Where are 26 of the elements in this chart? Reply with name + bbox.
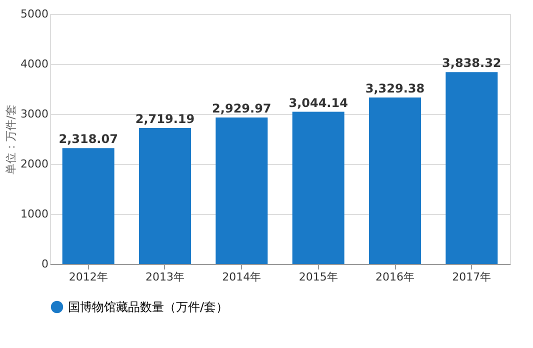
data-label: 3,044.14	[288, 96, 348, 110]
y-tick-label: 2000	[20, 158, 48, 170]
x-tick-label: 2015年	[298, 270, 338, 284]
y-tick-label: 3000	[20, 108, 48, 120]
x-tick-label: 2012年	[68, 270, 108, 284]
data-label: 2,719.19	[135, 112, 195, 126]
data-label: 2,929.97	[212, 102, 272, 116]
x-tick-label: 2017年	[452, 270, 492, 284]
y-tick-label: 4000	[20, 58, 48, 70]
bar	[292, 112, 344, 264]
bar	[446, 72, 498, 264]
x-tick-label: 2016年	[376, 270, 414, 284]
x-tick-label: 2014年	[222, 270, 262, 284]
bar	[216, 118, 268, 264]
y-tick-label: 1000	[20, 208, 48, 220]
y-axis-title: 单位：万件/套	[4, 104, 18, 174]
data-label: 3,329.38	[365, 82, 425, 96]
bar	[62, 148, 114, 264]
y-tick-label: 0	[42, 258, 48, 270]
bar	[139, 128, 191, 264]
data-label: 2,318.07	[58, 132, 118, 146]
y-tick-label: 5000	[20, 8, 48, 20]
data-label: 3,838.32	[442, 56, 502, 70]
legend-label: 国博物馆藏品数量（万件/套）	[68, 300, 228, 314]
x-tick-label: 2013年	[146, 270, 184, 284]
bar	[369, 98, 421, 264]
